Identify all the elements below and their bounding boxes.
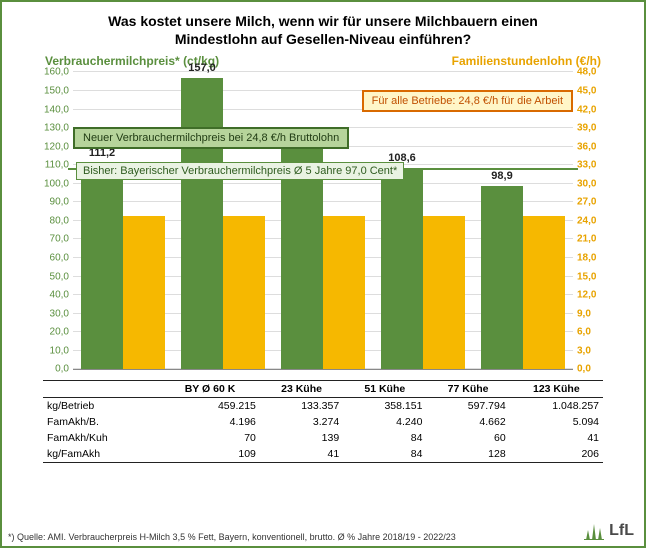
- ytick-left: 160,0: [44, 67, 73, 78]
- table-cell: 4.662: [426, 414, 509, 430]
- bar-yellow: [223, 216, 265, 369]
- title-line1: Was kostet unsere Milch, wenn wir für un…: [108, 13, 538, 29]
- ytick-left: 120,0: [44, 141, 73, 152]
- ytick-left: 130,0: [44, 123, 73, 134]
- bar-green: 98,9: [481, 186, 523, 370]
- footnote: *) Quelle: AMI. Verbraucherpreis H-Milch…: [8, 532, 456, 542]
- ytick-right: 39,0: [573, 123, 596, 134]
- ytick-right: 24,0: [573, 215, 596, 226]
- table-col-header: 51 Kühe: [343, 381, 426, 398]
- chart-area: Verbrauchermilchpreis* (ct/kg) Familiens…: [23, 54, 623, 374]
- ytick-left: 70,0: [50, 234, 73, 245]
- bar-green: 157,0: [181, 78, 223, 369]
- table-cell: 128: [426, 446, 509, 463]
- table-cell: 70: [160, 430, 260, 446]
- ytick-right: 3,0: [573, 345, 591, 356]
- table-cell: 109: [160, 446, 260, 463]
- logo: LfL: [582, 518, 634, 540]
- table-cell: 139: [260, 430, 343, 446]
- bar-yellow: [523, 216, 565, 369]
- bar-green: 111,2: [81, 163, 123, 369]
- data-table: BY Ø 60 K23 Kühe51 Kühe77 Kühe123 Kühe kg…: [43, 380, 603, 463]
- table-cell: 41: [260, 446, 343, 463]
- ytick-right: 6,0: [573, 327, 591, 338]
- table-cell: 60: [426, 430, 509, 446]
- ytick-right: 42,0: [573, 104, 596, 115]
- table-cell: 133.357: [260, 398, 343, 415]
- table-cell: 84: [343, 446, 426, 463]
- ytick-right: 48,0: [573, 67, 596, 78]
- ytick-right: 18,0: [573, 253, 596, 264]
- bar-yellow: [123, 216, 165, 369]
- title-line2: Mindestlohn auf Gesellen-Niveau einführe…: [175, 31, 471, 47]
- reference-line-label: Bisher: Bayerischer Verbrauchermilchprei…: [76, 162, 404, 180]
- table-cell: 3.274: [260, 414, 343, 430]
- ytick-left: 40,0: [50, 290, 73, 301]
- ytick-left: 80,0: [50, 215, 73, 226]
- ytick-right: 15,0: [573, 271, 596, 282]
- gridline: [73, 71, 573, 72]
- bar-yellow: [423, 216, 465, 369]
- logo-icon: [582, 518, 606, 540]
- table-row-header: kg/Betrieb: [43, 398, 160, 415]
- table-cell: 597.794: [426, 398, 509, 415]
- ytick-left: 10,0: [50, 345, 73, 356]
- table-row-header: kg/FamAkh: [43, 446, 160, 463]
- ytick-right: 21,0: [573, 234, 596, 245]
- bar-label: 157,0: [181, 62, 223, 74]
- table-col-header: BY Ø 60 K: [160, 381, 260, 398]
- table-cell: 206: [510, 446, 603, 463]
- bar-green: 108,6: [381, 168, 423, 370]
- table-row-header: FamAkh/Kuh: [43, 430, 160, 446]
- ytick-left: 20,0: [50, 327, 73, 338]
- table-cell: 4.240: [343, 414, 426, 430]
- logo-text: LfL: [609, 522, 634, 540]
- table-cell: 5.094: [510, 414, 603, 430]
- table-cell: 84: [343, 430, 426, 446]
- ytick-left: 140,0: [44, 104, 73, 115]
- table-col-header: 77 Kühe: [426, 381, 509, 398]
- ytick-right: 36,0: [573, 141, 596, 152]
- ytick-left: 0,0: [55, 364, 73, 375]
- table-cell: 1.048.257: [510, 398, 603, 415]
- ytick-left: 30,0: [50, 308, 73, 319]
- reference-line: Bisher: Bayerischer Verbrauchermilchprei…: [68, 168, 578, 189]
- table-col-header: 123 Kühe: [510, 381, 603, 398]
- table-cell: 41: [510, 430, 603, 446]
- annotation-box: Neuer Verbrauchermilchpreis bei 24,8 €/h…: [73, 127, 349, 149]
- ytick-right: 45,0: [573, 85, 596, 96]
- ytick-right: 9,0: [573, 308, 591, 319]
- ytick-left: 150,0: [44, 85, 73, 96]
- bar-yellow: [323, 216, 365, 369]
- ytick-right: 0,0: [573, 364, 591, 375]
- ytick-left: 90,0: [50, 197, 73, 208]
- ytick-right: 27,0: [573, 197, 596, 208]
- ytick-left: 50,0: [50, 271, 73, 282]
- table-cell: 4.196: [160, 414, 260, 430]
- chart-frame: Was kostet unsere Milch, wenn wir für un…: [0, 0, 646, 548]
- table-cell: 459.215: [160, 398, 260, 415]
- table-row-header: FamAkh/B.: [43, 414, 160, 430]
- table-cell: 358.151: [343, 398, 426, 415]
- chart-title: Was kostet unsere Milch, wenn wir für un…: [2, 2, 644, 54]
- annotation-box: Für alle Betriebe: 24,8 €/h für die Arbe…: [362, 90, 573, 112]
- ytick-right: 12,0: [573, 290, 596, 301]
- plot-region: 0,010,020,030,040,050,060,070,080,090,01…: [73, 72, 573, 370]
- ytick-left: 60,0: [50, 253, 73, 264]
- table-col-header: 23 Kühe: [260, 381, 343, 398]
